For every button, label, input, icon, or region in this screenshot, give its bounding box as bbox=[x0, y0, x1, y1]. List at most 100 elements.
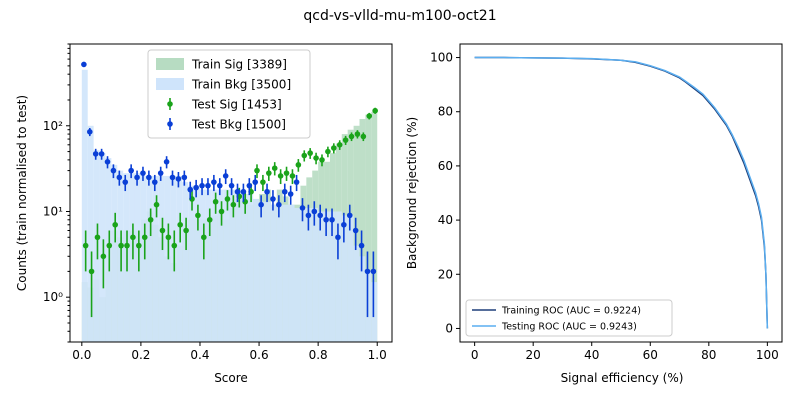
test-bkg-point bbox=[281, 188, 288, 195]
test-bkg-point bbox=[116, 174, 123, 181]
test-sig-point bbox=[348, 133, 355, 140]
test-sig-point bbox=[177, 221, 183, 228]
x-tick-label: 0.8 bbox=[309, 348, 328, 362]
test-bkg-point bbox=[163, 158, 170, 165]
roc-legend: Training ROC (AUC = 0.9224) Testing ROC (… bbox=[465, 299, 673, 337]
train-bkg-bar bbox=[229, 189, 236, 342]
test-sig-point bbox=[147, 216, 154, 223]
test-bkg-point bbox=[323, 216, 329, 223]
x-tick-label: 20 bbox=[526, 348, 541, 362]
test-sig-point bbox=[195, 212, 201, 219]
test-sig-point bbox=[319, 157, 325, 163]
test-sig-point bbox=[289, 173, 296, 179]
train-bkg-bar bbox=[176, 175, 183, 342]
test-sig-point bbox=[307, 150, 313, 156]
histogram-panel: 0.0 0.2 0.4 0.6 0.8 1.0 10⁰ 10¹ 10² Score Count… bbox=[15, 43, 393, 385]
roc-panel: 0 20 40 60 80 100 0 20 40 60 80 100 Signal efficie… bbox=[405, 43, 783, 385]
x-tick-label: 100 bbox=[756, 348, 779, 362]
figure-title: qcd-vs-vlld-mu-m100-oct21 bbox=[303, 8, 496, 24]
test-bkg-point bbox=[81, 61, 87, 68]
test-bkg-point bbox=[276, 201, 282, 208]
test-bkg-point bbox=[246, 182, 253, 189]
test-bkg-point bbox=[98, 151, 105, 157]
test-bkg-point bbox=[264, 188, 270, 195]
test-bkg-point bbox=[205, 182, 211, 189]
test-sig-point bbox=[118, 242, 124, 249]
train-bkg-bar bbox=[217, 189, 224, 342]
test-sig-point bbox=[212, 198, 219, 205]
y-tick-label: 20 bbox=[438, 267, 453, 281]
histogram-y-label: Counts (train normalised to test) bbox=[15, 95, 29, 291]
test-bkg-point bbox=[92, 151, 99, 157]
train-bkg-bar bbox=[276, 204, 283, 342]
train-bkg-bar bbox=[371, 282, 378, 342]
train-bkg-bar bbox=[306, 207, 313, 342]
train-bkg-bar bbox=[288, 204, 295, 342]
test-bkg-point bbox=[358, 242, 365, 249]
test-bkg-point bbox=[169, 174, 176, 181]
test-bkg-point bbox=[134, 174, 140, 181]
test-sig-point bbox=[183, 227, 189, 234]
legend-box bbox=[147, 49, 311, 139]
x-tick-label: 0 bbox=[471, 348, 479, 362]
test-sig-point bbox=[277, 173, 284, 179]
x-tick-label: 80 bbox=[701, 348, 716, 362]
test-bkg-point bbox=[157, 170, 164, 176]
train-bkg-bar bbox=[335, 211, 342, 342]
test-bkg-point bbox=[151, 179, 158, 185]
test-bkg-point bbox=[335, 234, 341, 241]
roc-y-ticks: 0 20 40 60 80 100 bbox=[430, 51, 460, 335]
test-sig-point bbox=[94, 234, 101, 241]
test-sig-point bbox=[106, 242, 113, 249]
test-bkg-point bbox=[187, 186, 194, 193]
train-bkg-bar bbox=[282, 204, 289, 342]
histogram-frame bbox=[69, 43, 393, 343]
train-bkg-bar bbox=[205, 189, 212, 342]
x-tick-label: 0.0 bbox=[72, 348, 91, 362]
x-tick-label: 1.0 bbox=[368, 348, 387, 362]
test-sig-point bbox=[266, 170, 272, 176]
test-sig-point bbox=[112, 221, 118, 228]
test-bkg-point bbox=[104, 158, 111, 165]
test-bkg-point bbox=[193, 184, 199, 191]
test-sig-point bbox=[313, 155, 319, 161]
roc-curves bbox=[474, 56, 769, 329]
test-sig-point bbox=[325, 148, 331, 155]
y-tick-label: 0 bbox=[445, 321, 453, 335]
train-bkg-bar bbox=[117, 170, 124, 342]
x-tick-label: 0.4 bbox=[190, 348, 209, 362]
y-tick-label: 60 bbox=[438, 159, 453, 173]
train-bkg-bar bbox=[324, 211, 330, 342]
test-sig-point bbox=[342, 137, 349, 143]
train-sig-bar bbox=[359, 118, 366, 342]
test-sig-point bbox=[230, 201, 237, 208]
train-sig-bar bbox=[365, 114, 372, 343]
y-tick-label: 10⁰ bbox=[43, 290, 63, 304]
test-sig-point bbox=[130, 234, 136, 241]
test-bkg-point bbox=[146, 174, 152, 181]
train-bkg-bar bbox=[353, 245, 360, 342]
test-sig-point bbox=[100, 253, 107, 260]
train-bkg-bar bbox=[194, 185, 200, 342]
test-sig-point bbox=[360, 133, 367, 140]
test-sig-point bbox=[206, 216, 213, 223]
test-sig-point bbox=[165, 234, 172, 241]
train-bkg-bar bbox=[182, 182, 189, 342]
x-tick-label: 40 bbox=[584, 348, 599, 362]
test-bkg-point bbox=[110, 167, 117, 174]
histogram-errorbars bbox=[81, 61, 378, 318]
train-bkg-bar bbox=[235, 189, 242, 342]
train-bkg-bar bbox=[105, 158, 112, 342]
test-sig-point bbox=[331, 145, 337, 151]
test-bkg-point bbox=[240, 188, 247, 195]
test-bkg-point bbox=[211, 179, 217, 185]
test-sig-point bbox=[141, 234, 148, 241]
roc-y-label: Background rejection (%) bbox=[405, 117, 419, 269]
train-bkg-bar bbox=[318, 211, 325, 342]
train-bkg-bar bbox=[87, 125, 94, 342]
test-sig-point bbox=[354, 131, 361, 137]
test-bkg-point bbox=[299, 205, 306, 211]
train-bkg-bar bbox=[259, 201, 265, 342]
test-sig-point bbox=[271, 165, 278, 171]
test-bkg-point bbox=[175, 176, 182, 182]
